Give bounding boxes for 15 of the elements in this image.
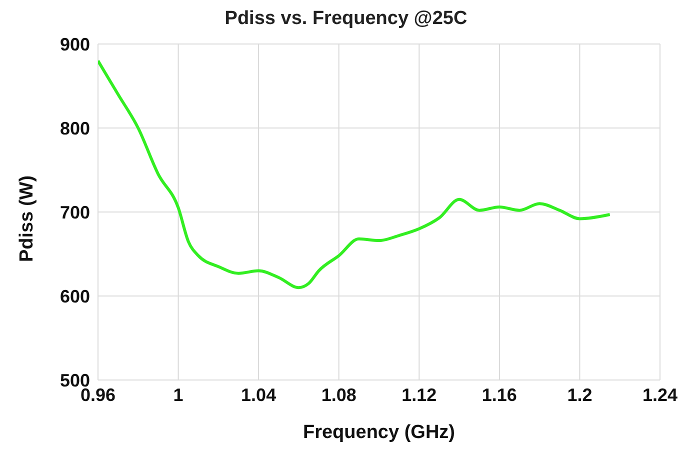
- y-tick-label: 900: [60, 34, 90, 54]
- y-tick-label: 600: [60, 286, 90, 306]
- line-series: [98, 59, 612, 290]
- x-tick-label: 1.12: [402, 384, 437, 405]
- x-tick-label: 1.16: [482, 384, 517, 405]
- x-tick-label: 1: [173, 384, 184, 405]
- x-tick-label: 1.08: [321, 384, 356, 405]
- x-tick-label: 1.04: [241, 384, 276, 405]
- x-axis-title: Frequency (GHz): [302, 422, 456, 443]
- x-tick-label: 1.2: [567, 384, 592, 405]
- chart-title: Pdiss vs. Frequency @25C: [224, 8, 468, 30]
- y-tick-label: 700: [60, 202, 90, 222]
- x-tick-label: 1.24: [642, 384, 678, 405]
- y-tick-label: 800: [60, 118, 90, 138]
- y-axis-title: Pdiss (W): [16, 175, 38, 262]
